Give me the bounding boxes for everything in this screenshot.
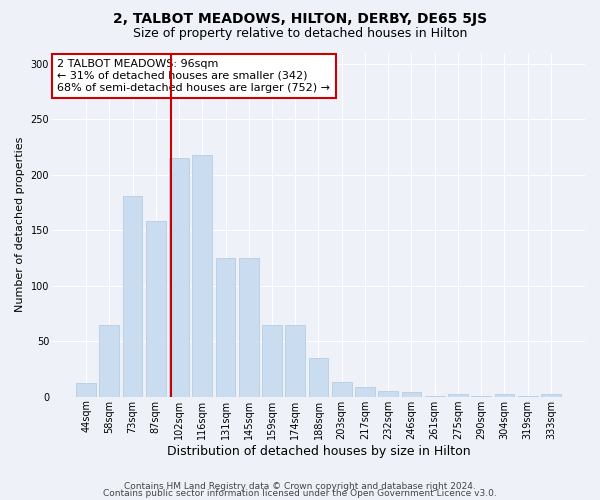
Bar [286, 324, 305, 396]
Bar [448, 394, 468, 396]
Bar [401, 392, 421, 396]
X-axis label: Distribution of detached houses by size in Hilton: Distribution of detached houses by size … [167, 444, 470, 458]
Bar [262, 324, 282, 396]
Bar [494, 394, 514, 396]
Text: Size of property relative to detached houses in Hilton: Size of property relative to detached ho… [133, 28, 467, 40]
Bar [332, 382, 352, 396]
Y-axis label: Number of detached properties: Number of detached properties [15, 137, 25, 312]
Text: Contains public sector information licensed under the Open Government Licence v3: Contains public sector information licen… [103, 489, 497, 498]
Bar [193, 154, 212, 396]
Bar [100, 324, 119, 396]
Bar [122, 196, 142, 396]
Text: 2, TALBOT MEADOWS, HILTON, DERBY, DE65 5JS: 2, TALBOT MEADOWS, HILTON, DERBY, DE65 5… [113, 12, 487, 26]
Bar [355, 386, 375, 396]
Bar [146, 222, 166, 396]
Bar [239, 258, 259, 396]
Bar [169, 158, 189, 396]
Text: Contains HM Land Registry data © Crown copyright and database right 2024.: Contains HM Land Registry data © Crown c… [124, 482, 476, 491]
Text: 2 TALBOT MEADOWS: 96sqm
← 31% of detached houses are smaller (342)
68% of semi-d: 2 TALBOT MEADOWS: 96sqm ← 31% of detache… [57, 60, 330, 92]
Bar [308, 358, 328, 397]
Bar [541, 394, 561, 396]
Bar [76, 384, 96, 396]
Bar [215, 258, 235, 396]
Bar [379, 391, 398, 396]
